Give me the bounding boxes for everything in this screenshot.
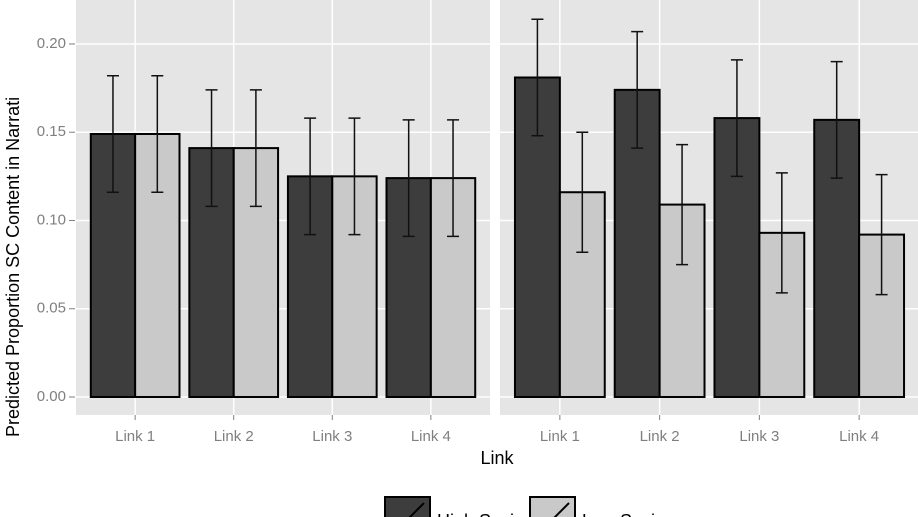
legend-key bbox=[529, 496, 576, 517]
error-bar bbox=[106, 74, 119, 193]
x-tick-label: Link 4 bbox=[411, 428, 451, 445]
bar bbox=[331, 175, 378, 398]
x-tick-label: Link 1 bbox=[115, 428, 155, 445]
y-tick-label: 0.05 bbox=[37, 300, 66, 317]
y-tick-label: 0.15 bbox=[37, 123, 66, 140]
x-tick-label: Link 1 bbox=[540, 428, 580, 445]
error-bar bbox=[531, 18, 544, 137]
y-tick-label: 0.10 bbox=[37, 211, 66, 228]
error-bar bbox=[205, 89, 218, 208]
error-bar bbox=[631, 30, 644, 149]
error-bar bbox=[402, 119, 415, 238]
error-bar bbox=[348, 117, 361, 236]
error-bar bbox=[304, 117, 317, 236]
error-bar bbox=[676, 143, 689, 266]
legend-label: Low Socio bbox=[582, 511, 665, 517]
legend-key-slash bbox=[553, 502, 570, 517]
y-tick-label: 0.20 bbox=[37, 35, 66, 52]
y-axis-title: Predicted Proportion SC Content in Narra… bbox=[3, 97, 23, 437]
error-bar bbox=[730, 59, 743, 178]
x-axis-title: Link bbox=[480, 448, 514, 468]
y-tick-label: 0.00 bbox=[37, 388, 66, 405]
error-bar bbox=[447, 119, 460, 238]
x-tick-label: Link 3 bbox=[739, 428, 779, 445]
x-tick-label: Link 4 bbox=[839, 428, 879, 445]
legend-key bbox=[384, 496, 431, 517]
error-bar bbox=[151, 74, 164, 193]
x-tick-label: Link 3 bbox=[312, 428, 352, 445]
error-bar bbox=[249, 89, 262, 208]
x-tick-label: Link 2 bbox=[640, 428, 680, 445]
error-bar bbox=[775, 172, 788, 294]
error-bar bbox=[576, 131, 589, 253]
error-bar bbox=[875, 173, 888, 296]
legend-key-slash bbox=[408, 502, 425, 517]
error-bar bbox=[830, 60, 843, 179]
legend-label: High Socio bbox=[437, 511, 524, 517]
x-tick-label: Link 2 bbox=[214, 428, 254, 445]
